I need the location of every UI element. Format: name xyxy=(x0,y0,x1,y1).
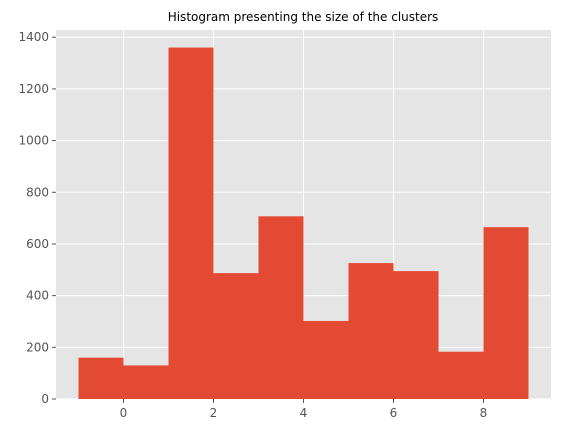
y-tick-label: 800 xyxy=(26,185,49,199)
y-tick-label: 1000 xyxy=(18,134,49,148)
histogram-bar xyxy=(258,216,304,399)
x-tick-label: 4 xyxy=(300,406,308,420)
axis-ticks: 0 200 400 600 800 1000 1200 1400 0 2 4 6 8 xyxy=(18,30,487,420)
histogram-bar xyxy=(78,357,124,399)
chart-title: Histogram presenting the size of the clu… xyxy=(168,10,439,24)
histogram-bar xyxy=(213,273,259,399)
bars xyxy=(78,47,529,399)
x-tick-label: 2 xyxy=(210,406,218,420)
histogram-bar xyxy=(483,227,529,399)
histogram-bar xyxy=(348,263,394,399)
y-tick-label: 1400 xyxy=(18,30,49,44)
histogram-bar xyxy=(168,47,214,399)
y-tick-label: 1200 xyxy=(18,82,49,96)
histogram-bar xyxy=(393,271,439,399)
y-tick-label: 600 xyxy=(26,237,49,251)
histogram-bar xyxy=(303,320,349,399)
x-tick-label: 0 xyxy=(120,406,128,420)
x-tick-label: 6 xyxy=(390,406,398,420)
histogram-bar xyxy=(123,365,169,399)
y-tick-label: 400 xyxy=(26,289,49,303)
y-tick-label: 0 xyxy=(41,392,49,406)
histogram-bar xyxy=(438,351,484,399)
y-tick-label: 200 xyxy=(26,340,49,354)
x-tick-label: 8 xyxy=(480,406,488,420)
